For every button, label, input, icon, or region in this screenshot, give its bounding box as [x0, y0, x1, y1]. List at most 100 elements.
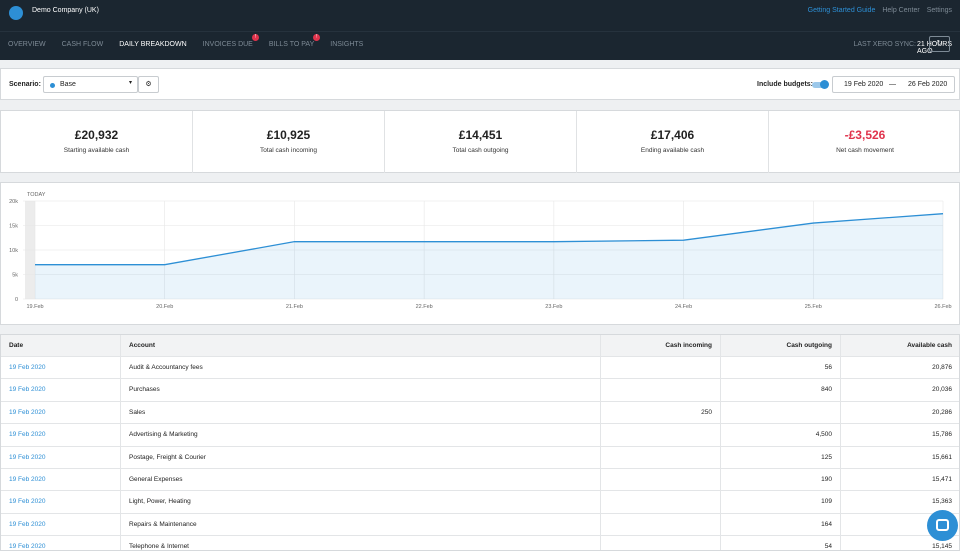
date-link[interactable]: 19 Feb 2020 — [1, 536, 121, 550]
nav-bar: OVERVIEW CASH FLOW DAILY BREAKDOWN INVOICES… — [0, 31, 960, 60]
table-cell — [601, 536, 721, 550]
nav-badge: ! — [251, 34, 259, 41]
stat-label: Total cash incoming — [259, 147, 318, 154]
date-link[interactable]: 19 Feb 2020 — [1, 379, 121, 401]
stat-value: -£3,526 — [844, 128, 886, 142]
date-link[interactable]: 19 Feb 2020 — [1, 424, 121, 446]
header-link[interactable]: Getting Started Guide — [807, 7, 876, 14]
stat-label: Starting available cash — [63, 147, 130, 154]
nav-items: OVERVIEW CASH FLOW DAILY BREAKDOWN INVOICES… — [8, 34, 379, 48]
stat-label: Net cash movement — [836, 147, 894, 154]
nav-item[interactable]: INSIGHTS — [330, 41, 364, 48]
chart: TODAY 0 5k 10k 15k 20k 19.Feb 20.Feb 21.Feb 22.Fe… — [9, 192, 951, 310]
x-tick-label: 24.Feb — [675, 304, 692, 310]
table-cell: 4,500 — [721, 424, 841, 446]
y-tick-label: 20k — [9, 199, 18, 205]
logo[interactable] — [9, 6, 23, 20]
refresh-button[interactable]: ↻ — [929, 36, 950, 52]
company-name[interactable]: Demo Company (UK) — [32, 7, 99, 14]
stat-card: £17,406 Ending available cash — [577, 111, 769, 173]
table-row: 19 Feb 2020 Telephone & Internet 54 15,145 — [1, 536, 959, 550]
nav-item[interactable]: INVOICES DUE! — [203, 34, 259, 48]
nav-item[interactable]: CASH FLOW — [61, 41, 104, 48]
nav-item[interactable]: OVERVIEW — [8, 41, 46, 48]
table-cell — [601, 513, 721, 536]
table-cell: Audit & Accountancy fees — [121, 357, 601, 379]
header-link[interactable]: Help Center — [882, 7, 920, 14]
table-cell: Postage, Freight & Courier — [121, 446, 601, 468]
table-cell: Telephone & Internet — [121, 536, 601, 550]
table-row: 19 Feb 2020 Purchases 840 20,036 — [1, 379, 959, 402]
table-cell: 15,363 — [841, 491, 959, 512]
y-tick-label: 0 — [15, 297, 18, 303]
stat-label: Total cash outgoing — [452, 147, 509, 154]
nav-item[interactable]: DAILY BREAKDOWN — [119, 41, 187, 48]
table-cell: 20,286 — [841, 402, 959, 423]
table-cell — [601, 469, 721, 491]
table-row: 19 Feb 2020 General Expenses 190 15,471 — [1, 469, 959, 492]
toolbar: Scenario: Base ▾ ⚙ Include budgets: 19 F… — [0, 68, 960, 100]
x-tick-label: 26.Feb — [934, 304, 951, 310]
dropdown-caret: ▾ — [128, 80, 132, 86]
x-tick-label: 19.Feb — [26, 304, 43, 310]
table-cell — [601, 424, 721, 446]
table-cell: 15,145 — [841, 536, 959, 550]
header-link[interactable]: Settings — [926, 7, 952, 14]
column-header: Cash incoming — [601, 335, 721, 356]
table-cell — [601, 446, 721, 468]
column-header: Available cash — [841, 335, 959, 356]
budgets-label: Include budgets: — [757, 81, 813, 88]
date-link[interactable]: 19 Feb 2020 — [1, 491, 121, 513]
stat-label: Ending available cash — [640, 147, 705, 154]
stat-card: -£3,526 Net cash movement — [769, 111, 960, 173]
scenario-select[interactable]: Base ▾ — [43, 76, 138, 93]
y-tick-label: 10k — [9, 248, 18, 254]
column-header: Cash outgoing — [721, 335, 841, 356]
x-tick-label: 22.Feb — [416, 304, 433, 310]
nav-item[interactable]: BILLS TO PAY! — [269, 34, 321, 48]
table-header: Date Account Cash incoming Cash outgoing Ava… — [1, 335, 959, 357]
sync-label: LAST XERO SYNC: — [853, 41, 916, 48]
stat-value: £10,925 — [266, 128, 311, 142]
settings-button[interactable]: ⚙ — [138, 76, 159, 93]
table-row: 19 Feb 2020 Audit & Accountancy fees 56 20,… — [1, 357, 959, 380]
table-cell: 164 — [721, 513, 841, 536]
today-label: TODAY — [27, 192, 46, 198]
table-row: 19 Feb 2020 Postage, Freight & Courier 125… — [1, 446, 959, 469]
date-from[interactable]: 19 Feb 2020 — [844, 81, 884, 88]
nav-badge: ! — [313, 34, 321, 41]
table-cell — [601, 357, 721, 379]
x-tick-label: 20.Feb — [156, 304, 173, 310]
table-cell: Light, Power, Heating — [121, 491, 601, 513]
transactions-table: Date Account Cash incoming Cash outgoing Ava… — [0, 334, 960, 551]
date-to[interactable]: 26 Feb 2020 — [908, 81, 948, 88]
y-tick-label: 5k — [12, 273, 18, 279]
table-cell: 20,036 — [841, 379, 959, 400]
scenario-value: Base — [60, 81, 76, 88]
x-tick-label: 21.Feb — [286, 304, 303, 310]
date-link[interactable]: 19 Feb 2020 — [1, 446, 121, 468]
table-row: 19 Feb 2020 Light, Power, Heating 109 15,36… — [1, 491, 959, 514]
chat-button[interactable] — [927, 510, 958, 541]
scenario-dot — [50, 83, 55, 88]
budgets-toggle[interactable] — [812, 80, 829, 89]
table-cell — [601, 491, 721, 513]
date-link[interactable]: 19 Feb 2020 — [1, 513, 121, 536]
date-link[interactable]: 19 Feb 2020 — [1, 469, 121, 491]
date-link[interactable]: 19 Feb 2020 — [1, 401, 121, 424]
chart-panel: TODAY 0 5k 10k 15k 20k 19.Feb 20.Feb 21.Feb 22.Fe… — [0, 182, 960, 325]
table-cell: 250 — [601, 401, 721, 424]
table-cell: 54 — [721, 536, 841, 550]
date-range[interactable]: 19 Feb 2020 — 26 Feb 2020 — [832, 76, 955, 93]
table-cell: 125 — [721, 446, 841, 468]
stat-card: £14,451 Total cash outgoing — [385, 111, 577, 173]
table-cell: Advertising & Marketing — [121, 424, 601, 446]
date-link[interactable]: 19 Feb 2020 — [1, 357, 121, 379]
stat-value: £17,406 — [650, 128, 695, 142]
area-fill — [35, 213, 943, 299]
y-tick-label: 15k — [9, 224, 18, 230]
table-cell: 109 — [721, 491, 841, 513]
